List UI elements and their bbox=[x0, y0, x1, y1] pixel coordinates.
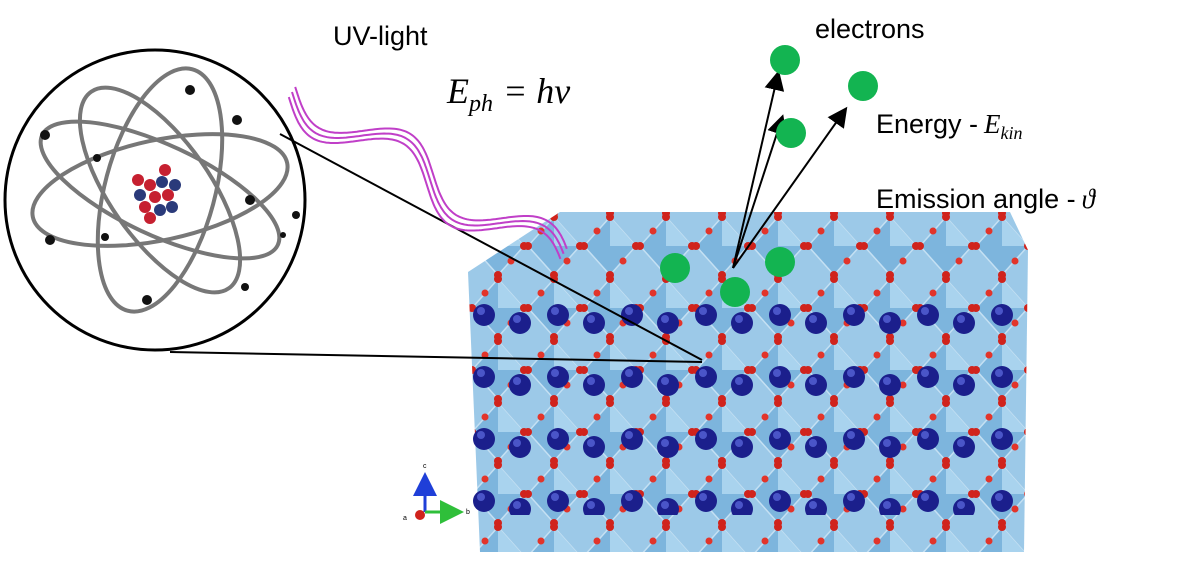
angle-text: Emission angle - bbox=[876, 184, 1076, 214]
axis-label: c bbox=[423, 463, 427, 470]
axis-label: b bbox=[466, 509, 470, 516]
formula-symbol: E bbox=[446, 71, 469, 111]
electrons-label: electrons bbox=[815, 14, 925, 44]
uv-wave-strand bbox=[289, 97, 561, 259]
energy-text: Energy - bbox=[876, 109, 978, 139]
page: c b a UV-light Eph = hν electrons Energy … bbox=[0, 0, 1187, 567]
axis-triad: c b a bbox=[403, 463, 470, 522]
angle-symbol: ϑ bbox=[1082, 184, 1097, 214]
uv-wave-strand bbox=[295, 87, 567, 249]
formula-rest: = hν bbox=[503, 71, 570, 111]
uv-wave bbox=[289, 87, 567, 259]
formula: Eph = hν bbox=[446, 71, 570, 117]
energy-label: Energy -Ekin bbox=[876, 109, 1023, 143]
crystal-ions bbox=[470, 290, 1025, 515]
uv-wave-strand bbox=[292, 92, 564, 254]
axis-label: a bbox=[403, 515, 407, 522]
energy-subscript: kin bbox=[1001, 123, 1023, 143]
energy-symbol: E bbox=[983, 109, 1001, 139]
uv-label: UV-light bbox=[333, 21, 428, 51]
angle-label: Emission angle -ϑ bbox=[876, 184, 1097, 214]
formula-subscript: ph bbox=[467, 91, 493, 117]
diagram: c b a UV-light Eph = hν electrons Energy … bbox=[0, 0, 1187, 567]
